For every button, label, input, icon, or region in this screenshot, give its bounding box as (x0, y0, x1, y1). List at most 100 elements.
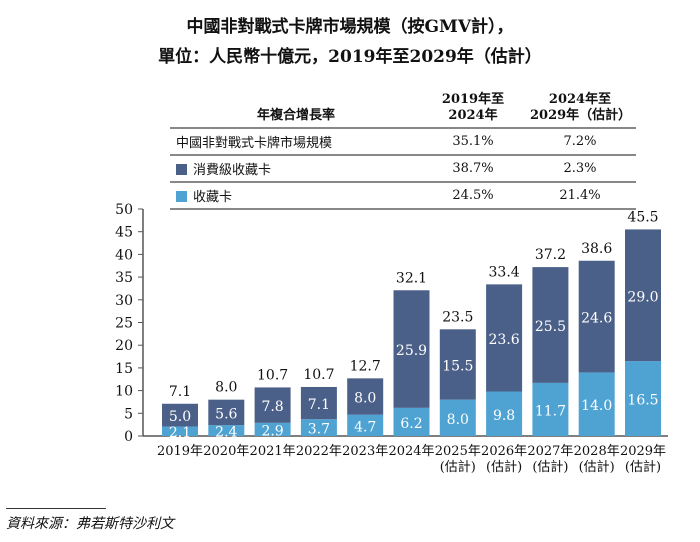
bar-value-label: 15.5 (442, 358, 473, 374)
cagr-row-consumer: 消費級收藏卡 38.7% 2.3% (170, 154, 636, 182)
cagr-header-label: 年複合增長率 (256, 108, 335, 123)
y-tick-label: 10 (115, 384, 133, 400)
cagr-value: 24.5% (422, 181, 524, 210)
y-tick-label: 40 (115, 247, 133, 263)
bar-total-label: 8.0 (215, 380, 237, 396)
bar-segment (300, 386, 337, 420)
cagr-row-total: 中國非對戰式卡牌市場規模 35.1% 7.2% (170, 127, 636, 155)
bar-total-label: 10.7 (303, 367, 334, 383)
bar-value-label: 16.5 (627, 393, 658, 409)
bar-segment (254, 422, 291, 436)
bar-total-label: 23.5 (442, 309, 473, 325)
bar-segment (532, 382, 569, 436)
bar-value-label: 5.0 (169, 409, 191, 425)
bar-value-label: 23.6 (489, 332, 520, 348)
row-label: 消費級收藏卡 (170, 154, 422, 182)
bar-segment (254, 387, 291, 423)
x-tick-label: (估計) (486, 459, 522, 475)
y-tick-label: 25 (115, 316, 133, 332)
legend-swatch-dark (176, 164, 187, 175)
bar-segment (162, 426, 198, 436)
cagr-value: 7.2% (524, 127, 636, 155)
chart-title-line2: 單位：人民幣十億元，2019年至2029年（估計） (158, 47, 542, 67)
bar-segment (208, 399, 245, 426)
bar-value-label: 6.2 (400, 416, 422, 432)
row-label: 中國非對戰式卡牌市場規模 (170, 127, 422, 155)
bar-value-label: 8.0 (354, 391, 376, 407)
cagr-value: 35.1% (422, 127, 524, 155)
bar-value-label: 3.7 (308, 422, 330, 438)
bar-value-label: 11.7 (535, 403, 566, 419)
x-tick-label: 2020年 (203, 444, 249, 459)
x-tick-label: (估計) (579, 459, 615, 475)
bar-value-label: 9.8 (493, 408, 515, 424)
bar-total-label: 7.1 (169, 384, 191, 400)
bar-value-label: 8.0 (447, 412, 469, 428)
bar-total-label: 10.7 (257, 367, 288, 383)
bar-segment (300, 419, 337, 436)
bar-segment (208, 425, 245, 436)
bar-value-label: 24.6 (581, 311, 612, 327)
bar-value-label: 29.0 (627, 289, 658, 305)
source-note: 資料來源：弗若斯特沙利文 (6, 516, 174, 532)
y-tick-label: 15 (115, 361, 133, 377)
bar-value-label: 7.8 (261, 399, 283, 415)
bar-total-label: 12.7 (350, 358, 381, 374)
source-divider (6, 508, 106, 509)
bar-segment (486, 391, 523, 436)
x-tick-label: 2022年 (296, 444, 342, 459)
legend-swatch-light (176, 191, 187, 202)
x-tick-label: 2025年 (435, 444, 481, 459)
bar-total-label: 45.5 (627, 209, 658, 225)
x-tick-label: 2027年 (527, 444, 573, 459)
bar-segment (162, 403, 198, 427)
bar-segment (578, 260, 615, 373)
bar-segment (625, 361, 661, 436)
cagr-value: 21.4% (524, 181, 636, 210)
bar-segment (393, 407, 430, 436)
x-tick-label: (估計) (625, 459, 661, 475)
bar-value-label: 2.9 (261, 423, 283, 439)
bar-value-label: 2.1 (169, 425, 191, 441)
chart-title-line1: 中國非對戰式卡牌市場規模（按GMV計）， (186, 17, 514, 37)
y-tick-label: 45 (115, 225, 133, 241)
bar-value-label: 25.9 (396, 343, 427, 359)
x-tick-label: (估計) (440, 459, 476, 475)
cagr-value: 2.3% (524, 154, 636, 182)
cagr-table: 年複合增長率 2019年至 2024年 2024年至 2029年（估計） 中國非對戰… (170, 92, 636, 210)
bar-segment (393, 290, 430, 408)
bar-total-label: 32.1 (396, 270, 427, 286)
bar-total-label: 38.6 (581, 241, 612, 257)
bar-segment (439, 329, 476, 400)
x-tick-label: 2026年 (481, 444, 527, 459)
y-tick-label: 35 (115, 270, 133, 286)
bar-value-label: 25.5 (535, 319, 566, 335)
bar-segment (625, 229, 661, 362)
bar-value-label: 2.4 (215, 425, 237, 441)
bar-value-label: 4.7 (354, 419, 376, 435)
bar-value-label: 5.6 (215, 406, 237, 422)
row-label: 收藏卡 (170, 181, 422, 210)
bar-value-label: 14.0 (581, 398, 612, 414)
y-tick-label: 0 (124, 429, 133, 445)
x-tick-label: 2019年 (157, 444, 203, 459)
x-tick-label: 2021年 (250, 444, 296, 459)
x-tick-label: (估計) (532, 459, 568, 475)
cagr-col1-header: 2019年至 2024年 (441, 92, 505, 123)
bar-segment (347, 414, 384, 436)
x-tick-label: 2024年 (388, 444, 434, 459)
x-tick-label: 2023年 (342, 444, 388, 459)
y-tick-label: 50 (115, 202, 133, 218)
x-tick-label: 2028年 (574, 444, 620, 459)
y-tick-label: 30 (115, 293, 133, 309)
bar-total-label: 37.2 (535, 247, 566, 263)
bar-value-label: 7.1 (308, 397, 330, 413)
bar-segment (578, 372, 615, 436)
bar-segment (347, 378, 384, 415)
bar-segment (532, 267, 569, 383)
cagr-row-collectible: 收藏卡 24.5% 21.4% (170, 181, 636, 210)
cagr-value: 38.7% (422, 154, 524, 182)
x-tick-label: 2029年 (620, 444, 666, 459)
